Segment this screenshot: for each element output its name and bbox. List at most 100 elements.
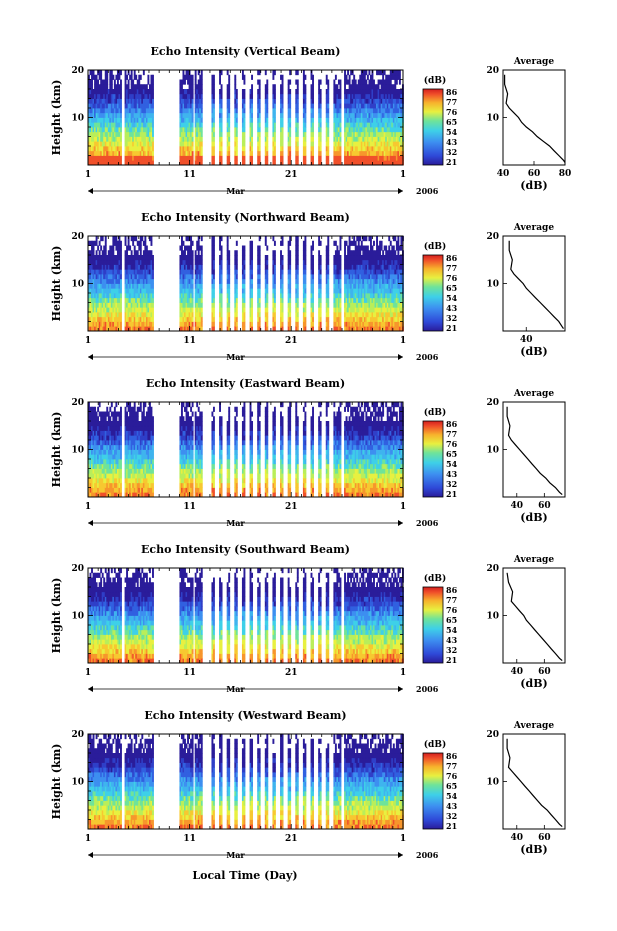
heatmap-cell: [344, 89, 346, 95]
heatmap-cell: [190, 278, 193, 284]
heatmap-cell: [374, 98, 377, 104]
heatmap-cell: [243, 141, 246, 147]
heatmap-cell: [345, 288, 348, 294]
heatmap-cell: [264, 93, 267, 99]
heatmap-cell: [334, 312, 337, 318]
heatmap-cell: [103, 131, 106, 137]
heatmap-cell: [371, 264, 374, 270]
heatmap-cell: [337, 302, 340, 308]
heatmap-cell: [357, 269, 360, 275]
heatmap-cell: [333, 79, 336, 85]
heatmap-cell: [148, 255, 151, 261]
heatmap-cell: [366, 312, 369, 318]
heatmap-cell: [120, 274, 122, 280]
heatmap-cell: [354, 307, 357, 313]
heatmap-cell: [376, 150, 378, 156]
heatmap-cell: [272, 274, 275, 280]
heatmap-cell: [264, 326, 267, 332]
heatmap-cell: [287, 150, 290, 156]
heatmap-cell: [110, 84, 113, 90]
heatmap-cell: [368, 79, 371, 85]
heatmap-cell: [398, 146, 401, 152]
heatmap-cell: [126, 89, 129, 95]
heatmap-cell: [302, 74, 305, 80]
heatmap-cell: [347, 250, 350, 256]
heatmap-cell: [92, 117, 95, 123]
heatmap-cell: [136, 84, 139, 90]
heatmap-cell: [345, 141, 348, 147]
heatmap-cell: [302, 250, 305, 256]
heatmap-cell: [249, 255, 252, 261]
heatmap-cell: [379, 255, 382, 261]
heatmap-cell: [258, 259, 261, 265]
heatmap-cell: [280, 155, 282, 161]
heatmap-cell: [94, 288, 97, 294]
y-tick-label: 10: [71, 114, 84, 124]
heatmap-cell: [249, 136, 252, 142]
heatmap-cell: [337, 288, 340, 294]
heatmap-cell: [97, 307, 100, 313]
heatmap-cell: [126, 326, 129, 332]
heatmap-cell: [373, 79, 375, 85]
heatmap-cell: [187, 288, 189, 294]
heatmap-cell: [318, 278, 321, 284]
heatmap-cell: [363, 316, 366, 322]
heatmap-cell: [194, 146, 197, 152]
heatmap-cell: [351, 259, 354, 265]
heatmap-cell: [95, 274, 98, 280]
heatmap-cell: [196, 278, 199, 284]
heatmap-cell: [139, 141, 142, 147]
heatmap-cell: [296, 141, 299, 147]
heatmap-cell: [228, 122, 231, 128]
heatmap-cell: [257, 312, 260, 318]
heatmap-cell: [187, 250, 189, 256]
heatmap-cell: [133, 312, 136, 318]
heatmap-cell: [397, 155, 400, 161]
heatmap-cell: [336, 302, 339, 308]
heatmap-cell: [127, 316, 130, 322]
heatmap-cell: [234, 79, 237, 85]
heatmap-cell: [133, 255, 136, 261]
heatmap-cell: [337, 127, 340, 133]
heatmap-cell: [363, 93, 366, 99]
heatmap-cell: [228, 278, 231, 284]
heatmap-cell: [369, 316, 372, 322]
heatmap-cell: [258, 79, 261, 85]
heatmap-cell: [295, 240, 298, 246]
heatmap-cell: [104, 326, 107, 332]
heatmap-cell: [138, 307, 141, 313]
heatmap-cell: [249, 264, 252, 270]
heatmap-cell: [391, 127, 394, 133]
heatmap-cell: [356, 103, 359, 109]
heatmap-cell: [100, 288, 103, 294]
heatmap-cell: [200, 98, 203, 104]
heatmap-cell: [280, 240, 282, 246]
heatmap-cell: [336, 108, 339, 114]
heatmap-cell: [333, 312, 336, 318]
heatmap-cell: [327, 112, 330, 118]
heatmap-cell: [182, 283, 185, 289]
heatmap-cell: [357, 250, 360, 256]
heatmap-cell: [362, 127, 365, 133]
heatmap-cell: [310, 122, 313, 128]
heatmap-cell: [363, 84, 366, 90]
heatmap-cell: [150, 93, 153, 99]
heatmap-cell: [379, 122, 382, 128]
heatmap-cell: [336, 250, 339, 256]
heatmap-cell: [388, 160, 391, 166]
heatmap-cell: [150, 84, 153, 90]
heatmap-cell: [272, 127, 275, 133]
heatmap-cell: [110, 278, 113, 284]
heatmap-cell: [362, 89, 365, 95]
heatmap-cell: [110, 160, 113, 166]
heatmap-cell: [386, 74, 389, 80]
heatmap-cell: [188, 321, 191, 327]
heatmap-cell: [280, 136, 282, 142]
heatmap-cell: [235, 112, 238, 118]
heatmap-cell: [266, 146, 269, 152]
heatmap-cell: [139, 108, 142, 114]
heatmap-cell: [374, 278, 377, 284]
heatmap-cell: [356, 98, 359, 104]
heatmap-cell: [333, 278, 336, 284]
heatmap-cell: [310, 245, 313, 251]
